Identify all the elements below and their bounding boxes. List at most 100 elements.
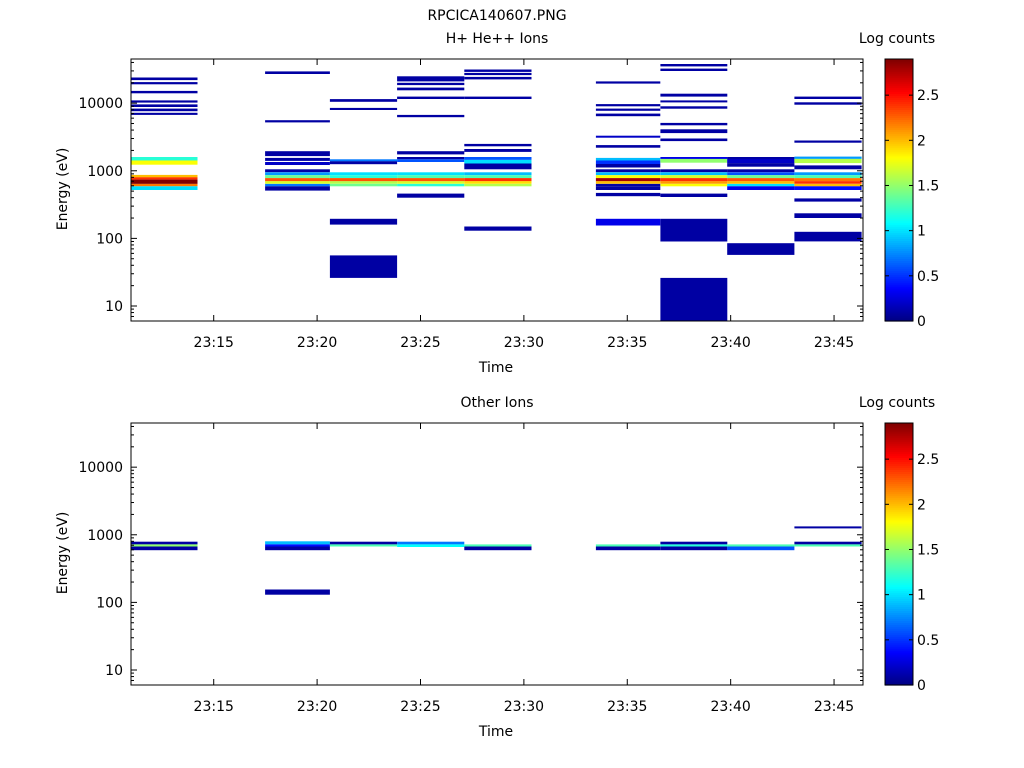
x-tick-label: 23:40 <box>710 699 750 715</box>
colorbar-gradient-step <box>885 590 913 593</box>
y-tick-label: 1000 <box>87 164 123 180</box>
colorbar-gradient-step <box>885 81 913 84</box>
colorbar-gradient-step <box>885 604 913 607</box>
heatmap-cell <box>265 186 330 191</box>
colorbar-gradient-step <box>885 274 913 278</box>
colorbar-gradient-step <box>885 105 913 108</box>
panel-title: H+ He++ Ions <box>446 31 549 47</box>
heatmap-cell <box>660 178 728 182</box>
colorbar-gradient-step <box>885 658 913 662</box>
colorbar-tick-label: 0 <box>917 678 926 694</box>
colorbar-gradient-step <box>885 541 913 545</box>
colorbar-gradient-step <box>885 473 913 476</box>
colorbar-gradient-step <box>885 167 913 171</box>
colorbar-gradient-step <box>885 551 913 555</box>
heatmap-cell <box>265 183 330 187</box>
colorbar-gradient-step <box>885 258 913 262</box>
heatmap-cell <box>660 158 728 163</box>
heatmap-cell <box>131 112 198 115</box>
heatmap-cell <box>329 255 398 278</box>
colorbar-gradient-step <box>885 582 913 585</box>
colorbar-gradient-step <box>885 439 913 442</box>
heatmap-cell <box>595 175 661 179</box>
colorbar-gradient-step <box>885 250 913 254</box>
heatmap-cell <box>660 172 728 176</box>
colorbar-gradient-step <box>885 622 913 626</box>
colorbar-gradient-step <box>885 268 913 272</box>
heatmap-cell <box>265 169 330 173</box>
colorbar-gradient-step <box>885 161 913 165</box>
colorbar-tick-label: 2.5 <box>917 88 939 104</box>
colorbar-gradient-step <box>885 194 913 197</box>
colorbar-tick-label: 2.5 <box>917 452 939 468</box>
y-tick-label: 1000 <box>87 528 123 544</box>
colorbar-gradient-step <box>885 185 913 189</box>
colorbar-gradient-step <box>885 179 913 183</box>
heatmap-cell <box>464 72 532 76</box>
colorbar-gradient-step <box>885 513 913 517</box>
heatmap-cell <box>131 177 198 180</box>
heatmap-cell <box>397 82 465 86</box>
colorbar-gradient-step <box>885 646 913 650</box>
colorbar-gradient-step <box>885 159 913 163</box>
heatmap-cell <box>660 106 728 109</box>
heatmap-cell <box>464 157 532 160</box>
heatmap-cell <box>397 183 465 187</box>
colorbar-gradient-step <box>885 65 913 68</box>
colorbar-gradient-step <box>885 171 913 175</box>
colorbar-gradient-step <box>885 165 913 169</box>
heatmap-cell <box>464 159 532 164</box>
colorbar-gradient-step <box>885 495 913 499</box>
heatmap-cell <box>329 181 398 184</box>
colorbar-gradient-step <box>885 292 913 296</box>
y-tick-label: 10000 <box>78 460 123 476</box>
colorbar-gradient-step <box>885 425 913 428</box>
heatmap-cell <box>131 546 198 551</box>
colorbar-gradient-step <box>885 83 913 86</box>
heatmap-cell <box>660 193 728 197</box>
heatmap-cell <box>660 175 728 179</box>
heatmap-cell <box>794 183 862 187</box>
heatmap-cell <box>794 541 862 545</box>
colorbar-gradient-step <box>885 443 913 446</box>
heatmap-cell <box>265 181 330 184</box>
heatmap-cell <box>329 172 398 176</box>
colorbar-gradient-step <box>885 656 913 660</box>
colorbar-gradient-step <box>885 543 913 547</box>
heatmap-cell <box>131 174 198 178</box>
colorbar-gradient-step <box>885 455 913 458</box>
colorbar-gradient-step <box>885 435 913 438</box>
heatmap-cell <box>794 156 862 159</box>
heatmap-cell <box>595 160 661 164</box>
heatmap-cell <box>794 198 862 202</box>
colorbar-gradient-step <box>885 198 913 201</box>
heatmap-cell <box>329 218 398 225</box>
colorbar-gradient-step <box>885 616 913 620</box>
colorbar-gradient-step <box>885 618 913 622</box>
heatmap-cell <box>727 181 795 184</box>
colorbar-gradient-step <box>885 598 913 601</box>
colorbar-gradient-step <box>885 676 913 680</box>
colorbar-gradient-step <box>885 137 913 141</box>
heatmap-cell <box>727 243 795 255</box>
heatmap-cell <box>131 157 198 161</box>
heatmap-cell <box>464 172 532 176</box>
heatmap-cell <box>464 181 532 184</box>
heatmap-cell <box>595 183 661 187</box>
colorbar-gradient-step <box>885 479 913 483</box>
colorbar-tick-label: 0 <box>917 314 926 330</box>
heatmap-cell <box>660 129 728 134</box>
colorbar-gradient-step <box>885 558 913 561</box>
colorbar-gradient-step <box>885 218 913 221</box>
colorbar-gradient-step <box>885 69 913 72</box>
heatmap-cell <box>329 541 398 545</box>
colorbar-gradient-step <box>885 588 913 591</box>
colorbar-gradient-step <box>885 507 913 511</box>
heatmap-cell <box>727 546 795 551</box>
heatmap-cell <box>727 172 795 176</box>
colorbar-gradient-step <box>885 429 913 432</box>
colorbar-gradient-step <box>885 614 913 618</box>
colorbar-gradient-step <box>885 284 913 288</box>
colorbar-gradient-step <box>885 248 913 252</box>
colorbar-gradient-step <box>885 208 913 211</box>
